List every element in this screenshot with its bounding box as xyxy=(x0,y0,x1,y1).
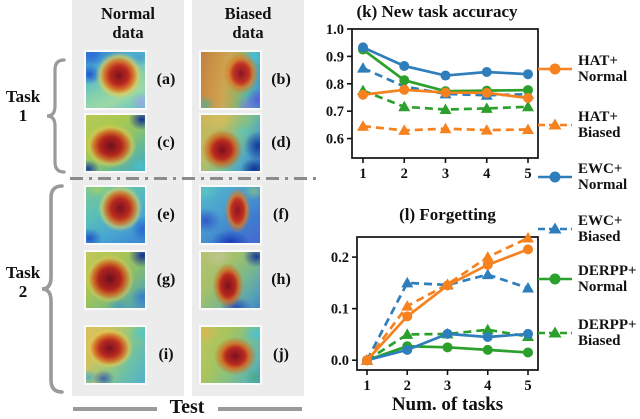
task-1-brace xyxy=(46,58,66,174)
normal-data-header-line2: data xyxy=(112,23,144,42)
heatmap-image-i xyxy=(84,325,147,385)
svg-text:3: 3 xyxy=(442,166,449,182)
heatmap-image-c xyxy=(84,113,147,173)
chart-new-task-accuracy: 0.6 0.7 0.8 0.9 1.0 1 2 3 4 5 xyxy=(326,22,539,182)
image-label-a: (a) xyxy=(156,71,176,88)
svg-text:3: 3 xyxy=(444,378,451,394)
legend-label: EWC+ xyxy=(578,161,623,177)
image-label-e: (e) xyxy=(157,206,175,223)
derpp-normal-line-marker-icon xyxy=(538,273,572,285)
svg-text:0.6: 0.6 xyxy=(326,132,344,148)
heatmap-image-b xyxy=(199,50,262,110)
legend-label: HAT+ xyxy=(578,53,618,69)
legend-label: DERPP+ xyxy=(578,263,637,279)
legend-label: Biased xyxy=(578,229,621,245)
task-1-label-line1: Task xyxy=(5,87,41,106)
svg-text:0.8: 0.8 xyxy=(326,77,344,93)
image-label-f: (f) xyxy=(273,206,289,223)
test-underline-right xyxy=(218,407,302,411)
heatmap-image-j xyxy=(199,325,262,385)
image-label-g: (g) xyxy=(156,271,176,288)
chart-forgetting: 0.0 0.1 0.2 1 2 3 4 5 xyxy=(331,232,539,394)
legend-label: Normal xyxy=(578,177,628,193)
svg-text:5: 5 xyxy=(524,378,531,394)
heatmap-image-a xyxy=(84,50,147,110)
legend-label: DERPP+ xyxy=(578,317,637,333)
ewc-normal-line-marker-icon xyxy=(538,171,572,183)
ewc-biased-line-marker-icon xyxy=(538,222,572,234)
legend-item-hat-biased: HAT+ Biased xyxy=(538,107,621,143)
legend-label: Normal xyxy=(578,69,628,85)
svg-text:5: 5 xyxy=(524,166,531,182)
svg-text:1.0: 1.0 xyxy=(326,22,344,38)
normal-data-header: Normal data xyxy=(72,4,184,42)
svg-text:1: 1 xyxy=(363,378,370,394)
legend-item-ewc-normal: EWC+ Normal xyxy=(538,159,627,195)
test-label: Test xyxy=(169,396,205,418)
svg-text:1: 1 xyxy=(359,166,366,182)
biased-data-header-line2: data xyxy=(232,23,264,42)
hat-biased-line-marker-icon xyxy=(538,118,572,130)
heatmap-image-f xyxy=(199,185,262,245)
svg-text:4: 4 xyxy=(483,166,490,182)
task-2-brace xyxy=(41,184,64,394)
task-divider-line xyxy=(70,177,322,180)
chart-l-title: (l) Forgetting xyxy=(399,205,496,224)
legend-item-ewc-biased: EWC+ Biased xyxy=(538,211,622,247)
legend-label: Biased xyxy=(578,333,621,349)
task-1-label-line2: 1 xyxy=(18,106,28,125)
legend-label: HAT+ xyxy=(578,109,618,125)
svg-text:4: 4 xyxy=(484,378,491,394)
derpp-biased-line-marker-icon xyxy=(538,326,572,338)
image-label-j: (j) xyxy=(273,346,289,363)
biased-data-header: Biased data xyxy=(192,4,304,42)
legend-item-derpp-biased: DERPP+ Biased xyxy=(538,315,637,351)
biased-data-header-line1: Biased xyxy=(224,4,272,23)
image-label-d: (d) xyxy=(271,134,291,151)
legend-label: Biased xyxy=(578,125,621,141)
svg-text:0.9: 0.9 xyxy=(326,49,344,65)
normal-data-header-line1: Normal xyxy=(100,4,156,23)
svg-text:2: 2 xyxy=(401,166,408,182)
image-label-c: (c) xyxy=(157,134,175,151)
chart-l-xaxis-label: Num. of tasks xyxy=(391,394,504,415)
svg-text:0.0: 0.0 xyxy=(331,353,349,369)
image-label-b: (b) xyxy=(271,71,291,88)
svg-text:0.2: 0.2 xyxy=(331,250,349,266)
legend-label: Normal xyxy=(578,279,628,295)
svg-text:0.1: 0.1 xyxy=(331,302,349,318)
legend-item-hat-normal: HAT+ Normal xyxy=(538,51,627,87)
legend-label: EWC+ xyxy=(578,213,623,229)
svg-text:2: 2 xyxy=(404,378,411,394)
chart-k-title: (k) New task accuracy xyxy=(356,2,518,21)
heatmap-image-d xyxy=(199,113,262,173)
svg-text:0.7: 0.7 xyxy=(326,104,344,120)
hat-normal-line-marker-icon xyxy=(538,63,572,75)
heatmap-image-h xyxy=(199,250,262,310)
image-label-i: (i) xyxy=(158,346,174,363)
test-underline-left xyxy=(73,407,157,411)
image-label-h: (h) xyxy=(271,271,291,288)
legend-item-derpp-normal: DERPP+ Normal xyxy=(538,261,637,297)
heatmap-image-g xyxy=(84,250,147,310)
task-2-label-line2: 2 xyxy=(18,282,28,301)
heatmap-image-e xyxy=(84,185,147,245)
task-2-label-line1: Task xyxy=(5,263,41,282)
